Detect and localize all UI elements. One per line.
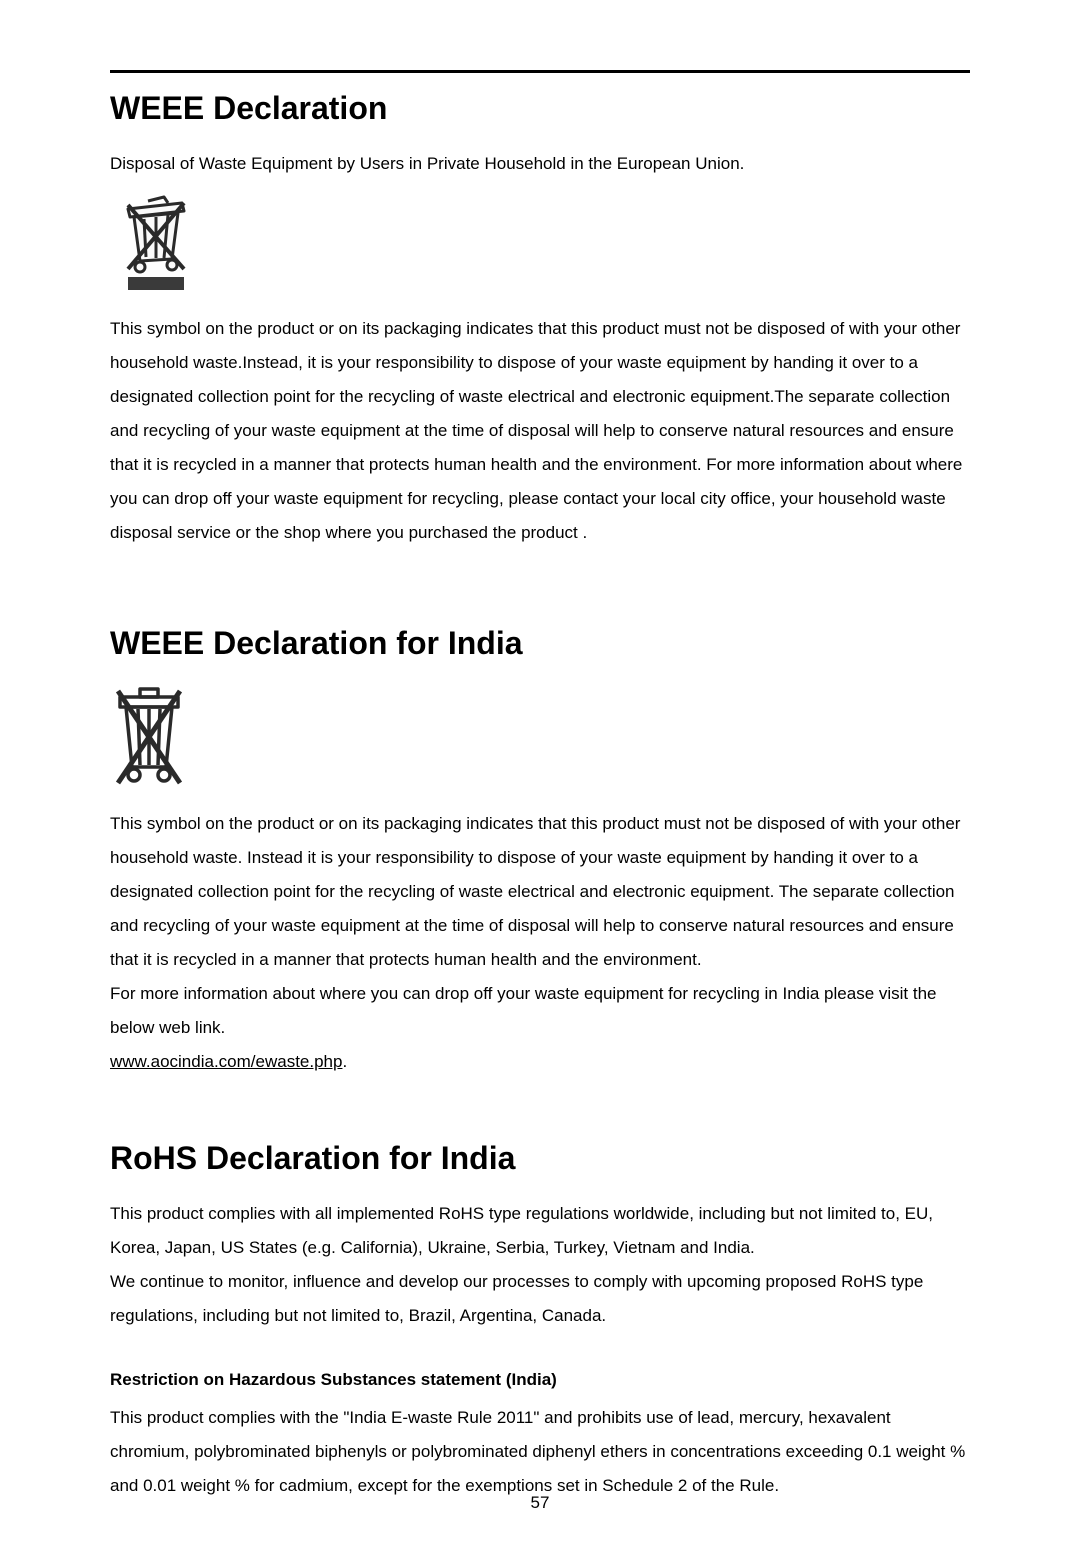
heading-rohs-india: RoHS Declaration for India — [110, 1139, 970, 1177]
rohs-subheading: Restriction on Hazardous Substances stat… — [110, 1363, 970, 1397]
weee-india-body1: This symbol on the product or on its pac… — [110, 807, 970, 977]
weee-india-link-line: www.aocindia.com/ewaste.php. — [110, 1045, 970, 1079]
weee-india-link[interactable]: www.aocindia.com/ewaste.php — [110, 1052, 342, 1071]
top-rule — [110, 70, 970, 73]
weee-india-bin-icon — [110, 687, 188, 787]
heading-weee: WEEE Declaration — [110, 89, 970, 127]
page: WEEE Declaration Disposal of Waste Equip… — [0, 0, 1080, 1543]
rohs-body3: This product complies with the "India E-… — [110, 1401, 970, 1503]
weee-bin-icon — [110, 195, 200, 292]
weee-intro: Disposal of Waste Equipment by Users in … — [110, 147, 970, 181]
rohs-body2: We continue to monitor, influence and de… — [110, 1265, 970, 1333]
weee-india-link-suffix: . — [342, 1052, 347, 1071]
heading-weee-india: WEEE Declaration for India — [110, 624, 970, 662]
weee-india-body2: For more information about where you can… — [110, 977, 970, 1045]
weee-body: This symbol on the product or on its pac… — [110, 312, 970, 550]
rohs-body1: This product complies with all implement… — [110, 1197, 970, 1265]
page-number: 57 — [0, 1493, 1080, 1513]
